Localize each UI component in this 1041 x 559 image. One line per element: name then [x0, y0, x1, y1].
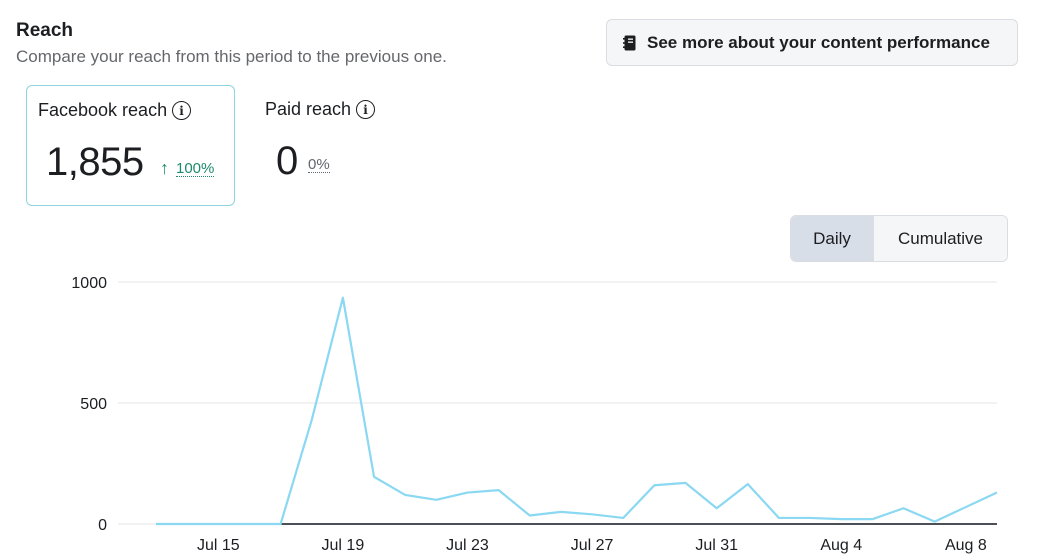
facebook-reach-label-row: Facebook reach i [38, 100, 192, 121]
section-subtitle: Compare your reach from this period to t… [16, 47, 447, 66]
x-tick-label: Jul 31 [695, 537, 738, 554]
x-tick-label: Jul 23 [446, 537, 489, 554]
y-tick-label: 1000 [71, 275, 107, 292]
arrow-up-icon: ↑ [160, 158, 169, 178]
paid-reach-value: 0 [276, 139, 298, 183]
paid-reach-delta-value[interactable]: 0% [308, 156, 330, 173]
facebook-reach-card[interactable]: Facebook reach i 1,855 ↑ 100% [26, 85, 235, 206]
cumulative-toggle-button[interactable]: Cumulative [874, 216, 1007, 261]
notebook-icon [623, 35, 637, 51]
facebook-reach-value: 1,855 [46, 140, 144, 184]
info-icon[interactable]: i [172, 101, 192, 120]
x-tick-label: Jul 15 [197, 537, 240, 554]
content-performance-label: See more about your content performance [647, 32, 990, 52]
paid-reach-label-row: Paid reach i [265, 99, 376, 120]
facebook-reach-delta-value[interactable]: 100% [176, 159, 215, 177]
y-tick-label: 0 [98, 517, 107, 534]
reach-line-chart: 0 500 1000 Jul 15 Jul 19 Jul 23 Jul 27 Jul 31 Au… [71, 275, 998, 554]
paid-reach-label: Paid reach [265, 99, 352, 119]
x-tick-label: Aug 8 [945, 537, 987, 554]
view-toggle: Daily Cumulative [790, 215, 1008, 262]
paid-reach-delta: 0% [308, 157, 330, 173]
info-icon[interactable]: i [356, 100, 376, 119]
facebook-reach-label: Facebook reach [38, 100, 168, 120]
x-tick-label: Jul 19 [322, 537, 365, 554]
y-tick-label: 500 [80, 396, 107, 413]
current-period-line [156, 296, 998, 526]
section-title: Reach [16, 20, 74, 41]
content-performance-button[interactable]: See more about your content performance [606, 19, 1018, 66]
paid-reach-card[interactable]: Paid reach i 0 0% [254, 85, 454, 206]
daily-toggle-button[interactable]: Daily [791, 216, 874, 261]
x-tick-label: Aug 4 [820, 537, 862, 554]
x-tick-label: Jul 27 [571, 537, 614, 554]
facebook-reach-delta: ↑ 100% [160, 158, 215, 179]
